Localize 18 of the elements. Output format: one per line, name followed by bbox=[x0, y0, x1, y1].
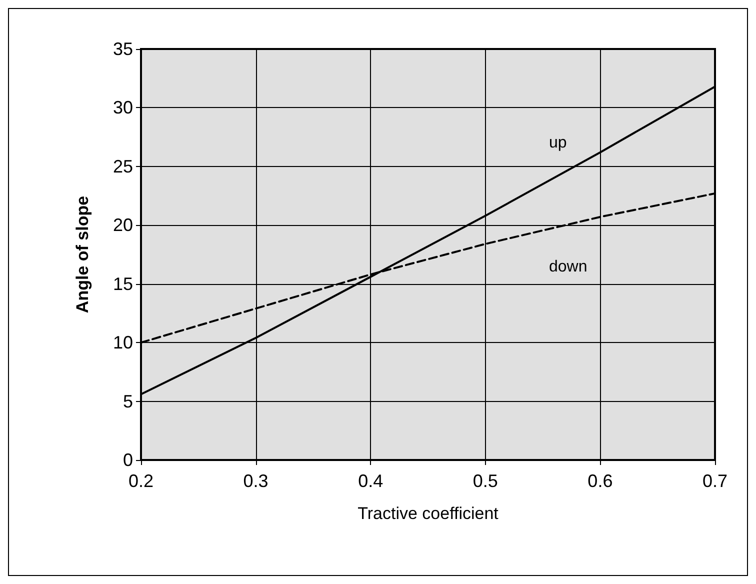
y-axis-title: Angle of slope bbox=[73, 196, 92, 314]
y-tick-label: 5 bbox=[122, 391, 133, 412]
y-tick-label: 20 bbox=[112, 215, 133, 236]
x-tick-label: 0.6 bbox=[588, 471, 613, 491]
x-tick-label: 0.7 bbox=[702, 471, 728, 491]
annotation: up bbox=[549, 134, 567, 152]
x-tick-label: 0.2 bbox=[128, 471, 154, 491]
y-tick-label: 35 bbox=[112, 39, 133, 59]
y-tick-label: 25 bbox=[112, 156, 133, 176]
y-tick-label: 0 bbox=[122, 450, 133, 470]
y-tick-label: 30 bbox=[112, 98, 133, 118]
x-axis-title: Tractive coefficient bbox=[358, 504, 499, 523]
x-tick-label: 0.3 bbox=[243, 471, 268, 491]
x-tick-label: 0.4 bbox=[358, 471, 384, 491]
y-tick-label: 15 bbox=[112, 274, 133, 294]
y-tick-label: 10 bbox=[112, 332, 133, 353]
x-tick-label: 0.5 bbox=[472, 471, 498, 491]
annotation: down bbox=[549, 258, 588, 276]
